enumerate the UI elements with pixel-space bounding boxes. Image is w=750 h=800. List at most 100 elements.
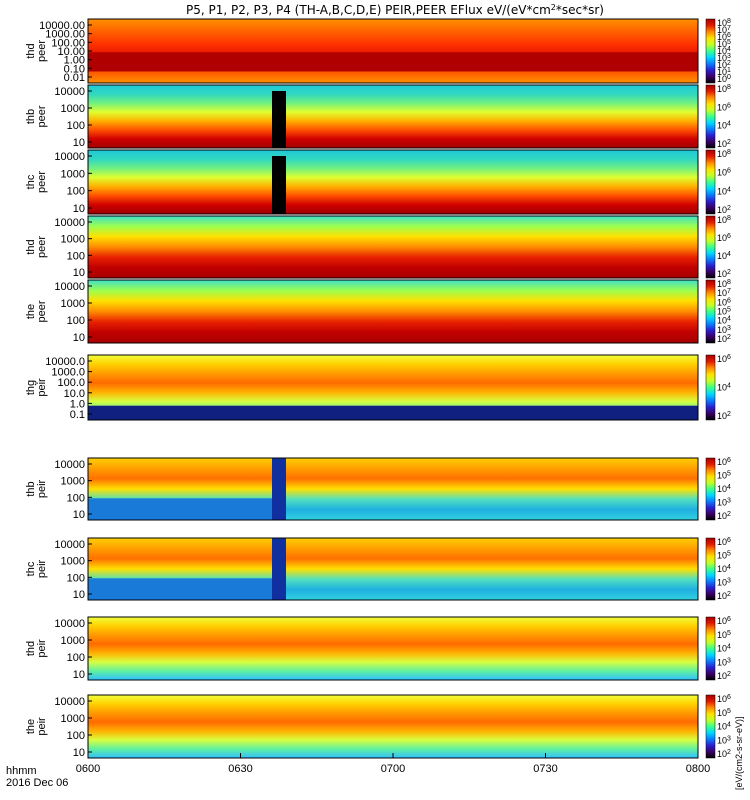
colorbar <box>705 84 716 149</box>
colorbar-tick-label: 108 <box>717 84 731 94</box>
colorbar-tick-label: 108 <box>717 149 731 159</box>
y-tick-label: 10000 <box>54 459 85 471</box>
y-tick-label: 100 <box>67 250 85 262</box>
colorbar <box>705 18 716 84</box>
y-tick-label: 1000 <box>61 103 85 115</box>
y-tick-label: 100 <box>67 120 85 132</box>
early-noise-region <box>88 578 273 600</box>
y-tick-label: 10 <box>73 267 85 279</box>
y-tick-label: 100 <box>67 492 85 504</box>
panel-y-label: thgpeir <box>25 378 48 397</box>
y-tick-label: 1.0 <box>70 398 85 410</box>
panel-thb-peer: 10000 1000 100 10 thbpeer 108 106 104 102 <box>25 84 731 149</box>
colorbar-tick-label: 102 <box>717 511 731 521</box>
y-tick-label: 1000 <box>61 635 85 647</box>
colorbar-tick-label: 104 <box>717 383 731 393</box>
y-tick-label: 1000 <box>61 234 85 246</box>
x-tick-label: 0630 <box>228 763 252 775</box>
y-tick-label: 10000 <box>54 281 85 293</box>
spectrogram-image <box>88 216 698 278</box>
y-tick-label: 10000 <box>54 618 85 630</box>
y-tick-label: 10000 <box>54 696 85 708</box>
panel-thc-peer: 10000 1000 100 10 thcpeer 108 106 104 102 <box>25 149 731 215</box>
colorbar-tick-label: 102 <box>717 205 731 215</box>
y-tick-label: 10 <box>73 332 85 344</box>
panel-frame <box>87 279 699 344</box>
colorbar-tick-label: 102 <box>717 591 731 601</box>
data-gap-block <box>272 156 286 214</box>
y-tick-label: 1.00 <box>64 55 85 67</box>
spectrogram-image <box>88 280 698 343</box>
early-noise-region <box>88 498 273 520</box>
x-axis: 0600 0630 0700 0730 0800 <box>76 753 710 775</box>
y-tick-label: 1000 <box>61 168 85 180</box>
panel-y-label: thepeer <box>25 300 48 322</box>
colorbar-tick-label: 100 <box>717 74 731 84</box>
data-gap-block <box>272 91 286 148</box>
x-label-date: 2016 Dec 06 <box>6 777 68 789</box>
colorbar-tick-label: 106 <box>717 537 731 547</box>
y-tick-label: 10 <box>73 589 85 601</box>
colorbar-tick-label: 106 <box>717 32 731 42</box>
colorbar-tick-label: 104 <box>717 644 731 654</box>
panel-frame <box>87 354 699 421</box>
colorbar-tick-label: 105 <box>717 39 731 49</box>
panel-frame <box>87 149 699 215</box>
colorbar <box>705 149 716 215</box>
y-tick-label: 10 <box>73 203 85 215</box>
colorbar-tick-label: 102 <box>717 334 731 344</box>
y-tick-label: 100 <box>67 572 85 584</box>
panel-y-label: thbpeir <box>25 479 48 498</box>
spectrogram-image <box>88 85 698 148</box>
panel-thc-peir: 10000 1000 100 10 thcpeir 106 105 104 103 102 <box>25 537 731 601</box>
colorbar-tick-label: 102 <box>717 671 731 681</box>
colorbar-tick-label: 103 <box>717 53 731 63</box>
colorbar <box>705 694 716 759</box>
y-tick-label: 1000 <box>61 476 85 488</box>
colorbar-tick-label: 103 <box>717 578 731 588</box>
x-tick-label: 0730 <box>533 763 557 775</box>
spectrogram-image <box>88 19 698 83</box>
colorbar-tick-label: 103 <box>717 498 731 508</box>
y-tick-label: 10000 <box>54 86 85 98</box>
colorbar-tick-label: 106 <box>717 457 731 467</box>
colorbar-tick-label: 104 <box>717 121 731 131</box>
colorbar-tick-label: 107 <box>717 288 731 298</box>
y-tick-label: 1000 <box>61 556 85 568</box>
y-tick-label: 10000 <box>54 151 85 163</box>
y-tick-label: 10.0 <box>64 388 85 400</box>
panel-frame <box>87 84 699 149</box>
y-tick-label: 10 <box>73 509 85 521</box>
panel-frame <box>87 215 699 279</box>
y-tick-label: 10 <box>73 669 85 681</box>
y-tick-label: 1000.00 <box>45 29 85 41</box>
x-tick-label: 0800 <box>686 763 710 775</box>
colorbar-tick-label: 102 <box>717 269 731 279</box>
panel-y-label: thcpeer <box>25 171 48 193</box>
colorbar-tick-label: 108 <box>717 18 731 28</box>
panel-y-label: thcpeir <box>25 559 48 578</box>
y-tick-label: 10000 <box>54 539 85 551</box>
colorbar <box>705 215 716 279</box>
y-tick-label: 10000.00 <box>39 20 85 32</box>
panel-y-label: thdpeer <box>25 40 48 62</box>
panel-y-label: thdpeer <box>25 236 48 258</box>
colorbar <box>705 457 716 521</box>
colorbar-tick-label: 105 <box>717 551 731 561</box>
colorbar <box>705 616 716 681</box>
x-tick-label: 0600 <box>76 763 100 775</box>
colorbar-tick-label: 104 <box>717 564 731 574</box>
colorbar-tick-label: 105 <box>717 471 731 481</box>
colorbar-tick-label: 108 <box>717 279 731 289</box>
colorbar-tick-label: 106 <box>717 354 731 364</box>
y-tick-label: 0.01 <box>64 72 85 84</box>
colorbar-tick-label: 104 <box>717 186 731 196</box>
x-label-time-format: hhmm <box>6 765 37 777</box>
spectrogram-image <box>88 617 698 680</box>
colorbar-tick-label: 104 <box>717 722 731 732</box>
colorbar-tick-label: 103 <box>717 325 731 335</box>
colorbar-tick-label: 105 <box>717 307 731 317</box>
